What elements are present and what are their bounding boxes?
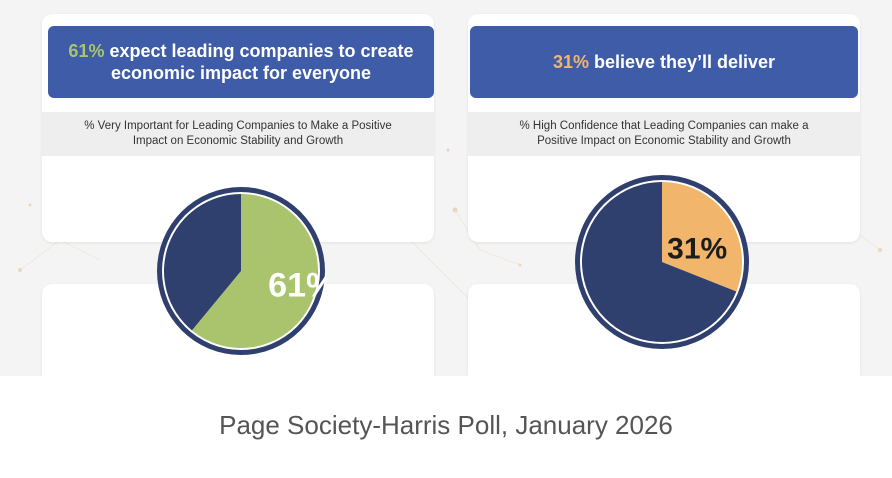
pie-data-label: 61%	[268, 267, 326, 305]
header-text: believe they’ll deliver	[588, 52, 776, 72]
chart-subtitle: % Very Important for Leading Companies t…	[42, 112, 434, 156]
pie-slice-highlight	[191, 194, 318, 348]
pie-chart: 61%	[156, 186, 336, 356]
header-percent: 61%	[68, 41, 105, 61]
panel-left: 61% expect leading companies to create e…	[36, 14, 440, 376]
header-text: expect leading companies to create econo…	[104, 41, 414, 83]
panel-right: 31% believe they’ll deliver % High Confi…	[462, 14, 866, 376]
pie-data-label: 31%	[667, 232, 727, 265]
panel-header: 61% expect leading companies to create e…	[48, 26, 434, 98]
pie-svg: 61%	[157, 187, 336, 355]
pie-slice-highlight	[662, 182, 742, 292]
chart-subtitle: % High Confidence that Leading Companies…	[468, 112, 860, 156]
pie-svg: 31%	[575, 175, 749, 349]
panel-header: 31% believe they’ll deliver	[470, 26, 858, 98]
pie-slice-remainder	[164, 194, 241, 331]
infographic: 61% expect leading companies to create e…	[0, 0, 892, 376]
header-percent: 31%	[552, 52, 589, 72]
pie-slice-remainder	[582, 182, 737, 342]
pie-chart: 31%	[574, 174, 750, 350]
source-caption: Page Society-Harris Poll, January 2026	[219, 410, 673, 440]
